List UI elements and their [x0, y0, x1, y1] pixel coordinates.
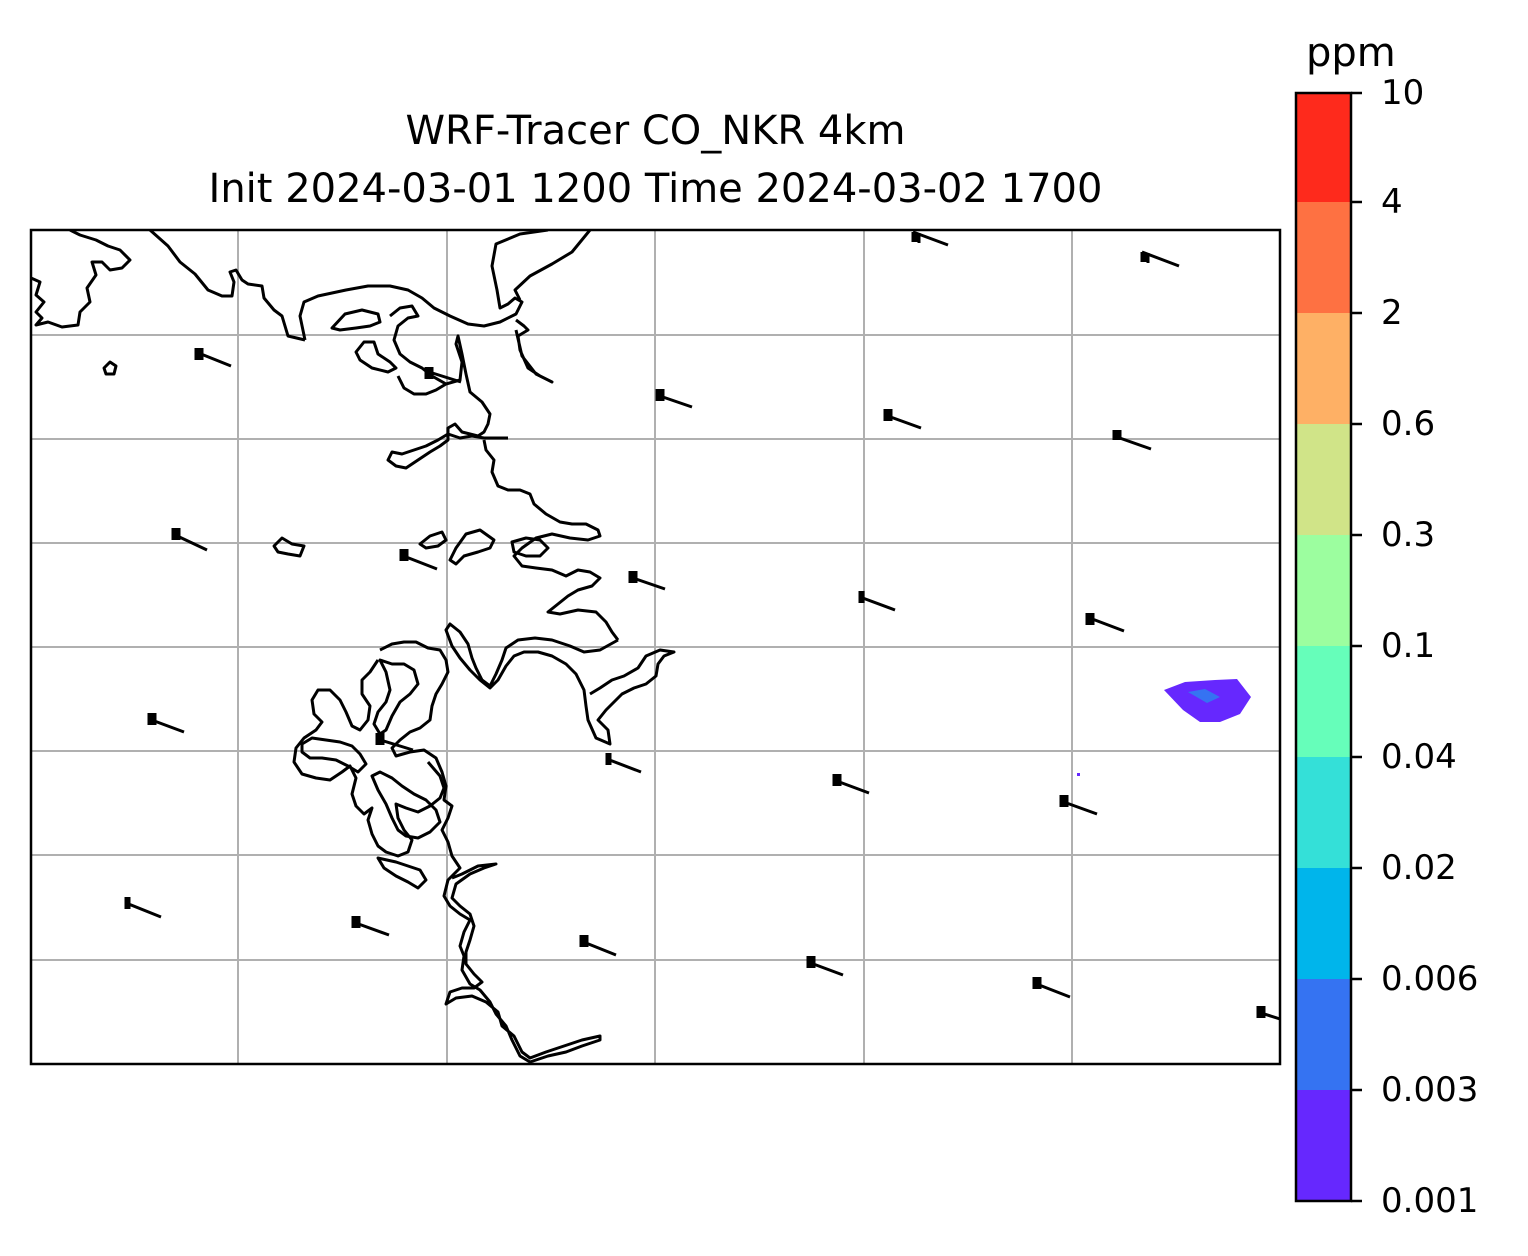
coastline-east-shore — [514, 318, 554, 384]
wind-barb — [147, 713, 185, 734]
map-frame — [29, 228, 1282, 1066]
wind-barb — [1256, 1006, 1281, 1021]
coastline-inner-c — [370, 770, 442, 840]
map-title: WRF-Tracer CO_NKR 4km — [405, 108, 906, 154]
colorbar-tick-label: 0.006 — [1381, 959, 1479, 999]
coastline-central — [482, 439, 620, 641]
colorbar-band — [1296, 202, 1351, 313]
wind-barb — [194, 348, 232, 368]
wind-barb — [399, 549, 438, 571]
wind-barb — [424, 367, 462, 384]
coastline-north-river — [513, 230, 592, 301]
colorbar — [1294, 91, 1362, 1203]
wind-barb — [1140, 250, 1180, 268]
gridlines — [31, 230, 1280, 1064]
coastline-west-lobes — [292, 659, 446, 858]
coastline-north-inlet — [149, 230, 306, 342]
plume-contour-0.003 — [1188, 689, 1220, 703]
colorbar-band — [1296, 1090, 1351, 1201]
wind-barb — [883, 409, 922, 430]
map-subtitle: Init 2024-03-01 1200 Time 2024-03-02 170… — [208, 166, 1103, 212]
coastline-islet-west — [272, 536, 306, 558]
wind-barb — [655, 389, 693, 409]
wind-barb — [1059, 795, 1098, 816]
wind-barb — [351, 916, 390, 937]
colorbar-band — [1296, 979, 1351, 1090]
coastline-island-small — [354, 340, 398, 374]
colorbar-tick-label: 0.6 — [1381, 404, 1436, 444]
colorbar-tick-label: 0.04 — [1381, 737, 1457, 777]
coastline-islet-b — [448, 528, 496, 566]
wind-barb — [832, 774, 870, 795]
colorbar-tick-label: 0.02 — [1381, 848, 1457, 888]
coastline — [31, 230, 676, 1064]
colorbar-band — [1296, 535, 1351, 646]
wind-barb — [628, 571, 666, 591]
colorbar-band — [1296, 868, 1351, 979]
colorbar-tick-label: 0.3 — [1381, 515, 1436, 555]
wind-barb — [911, 230, 949, 247]
wind-barb — [858, 591, 896, 612]
wind-barb — [124, 897, 162, 919]
colorbar-tick-label: 0.1 — [1381, 626, 1436, 666]
tracer-plume — [1077, 679, 1251, 776]
wind-barb — [1112, 430, 1152, 451]
coastline-inner-a — [372, 658, 420, 736]
coastline-north-peninsula — [31, 230, 132, 329]
coastline-north-bay — [298, 230, 549, 341]
colorbar-band — [1296, 313, 1351, 424]
coastline-inlet — [386, 304, 508, 470]
wind-barb — [579, 935, 617, 957]
coastline-inner-d — [376, 856, 428, 890]
wind-barb — [806, 956, 844, 977]
colorbar-band — [1296, 424, 1351, 535]
coastline-inner-b — [300, 736, 368, 774]
colorbar-tick-label: 2 — [1381, 293, 1403, 333]
colorbar-unit-label: ppm — [1306, 30, 1396, 76]
colorbar-band — [1296, 93, 1351, 202]
plume-speck — [1077, 773, 1080, 776]
coastline-southwest-coast — [379, 640, 602, 1064]
coastline-islet-far-west — [102, 360, 118, 376]
coastline-islet-c — [510, 536, 550, 558]
colorbar-band — [1296, 757, 1351, 868]
colorbar-band — [1296, 646, 1351, 757]
colorbar-tick-label: 10 — [1381, 73, 1425, 113]
wind-barb — [605, 753, 642, 774]
coastline-islet-a — [418, 530, 448, 550]
colorbar-tick-label: 0.003 — [1381, 1070, 1479, 1110]
wind-barb — [1032, 977, 1071, 999]
coastline-island-north — [330, 308, 382, 332]
wind-barb — [1085, 613, 1125, 633]
colorbar-tick-label: 0.001 — [1381, 1181, 1479, 1221]
wind-barb — [375, 733, 414, 752]
coastline-south-bay — [444, 622, 676, 746]
wind-barbs — [124, 230, 1281, 1021]
colorbar-tick-label: 4 — [1381, 182, 1403, 222]
coastline-channel — [396, 375, 447, 396]
wind-barb — [171, 528, 208, 552]
